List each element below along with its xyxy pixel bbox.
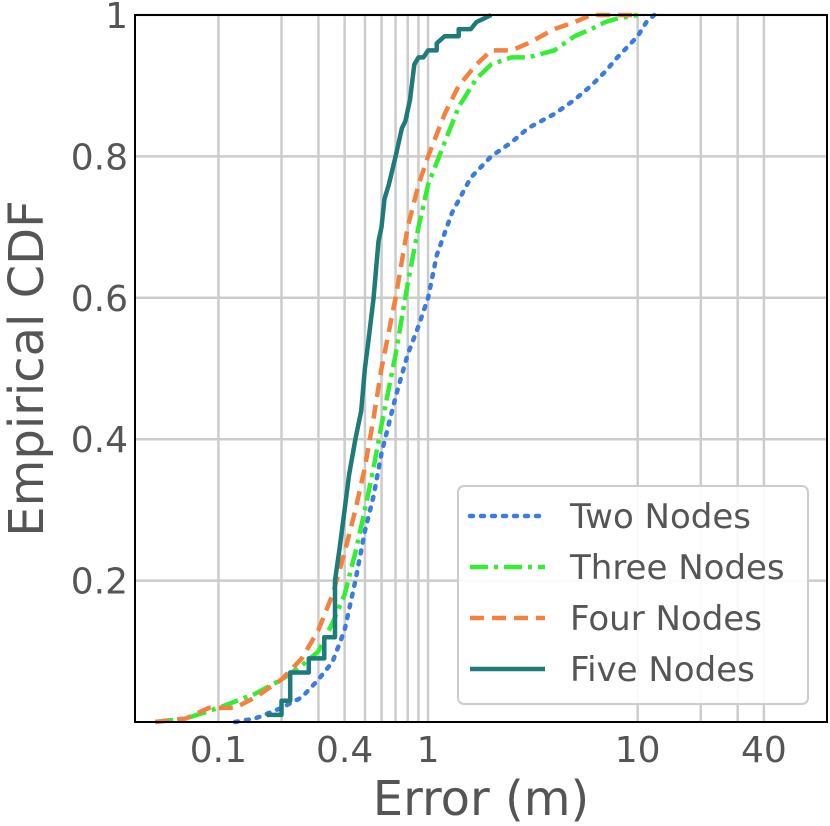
y-tick-labels: 0.2 0.4 0.6 0.8 1 xyxy=(71,0,128,603)
y-tick-label: 0.4 xyxy=(71,420,128,461)
x-tick-labels: 0.1 0.4 1 10 40 xyxy=(190,730,787,771)
legend-label: Four Nodes xyxy=(570,599,762,639)
y-tick-label: 0.2 xyxy=(71,562,128,603)
y-axis-label: Empirical CDF xyxy=(0,200,55,536)
x-tick-label: 40 xyxy=(741,730,787,771)
series-line xyxy=(155,12,638,725)
legend-label: Two Nodes xyxy=(569,497,751,537)
series-line xyxy=(155,12,639,725)
y-tick-label: 0.6 xyxy=(71,279,128,320)
series-line xyxy=(232,12,657,725)
series-line xyxy=(266,12,493,718)
x-tick-label: 1 xyxy=(417,730,440,771)
series-lines xyxy=(155,12,657,725)
y-tick-label: 0.8 xyxy=(71,137,128,178)
legend-label: Five Nodes xyxy=(570,650,755,690)
legend-box xyxy=(457,485,809,705)
legend-label: Three Nodes xyxy=(569,548,785,588)
plot-frame xyxy=(134,14,828,723)
x-tick-label: 10 xyxy=(615,730,661,771)
y-tick-label: 1 xyxy=(105,0,128,37)
x-tick-label: 0.4 xyxy=(316,730,373,771)
x-tick-label: 0.1 xyxy=(190,730,247,771)
legend: Two Nodes Three Nodes Four Nodes Five Nodes xyxy=(457,485,809,705)
x-axis-label: Error (m) xyxy=(373,771,589,826)
